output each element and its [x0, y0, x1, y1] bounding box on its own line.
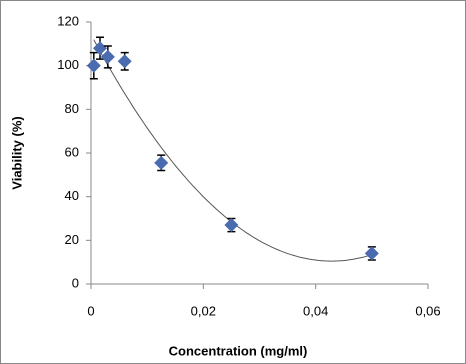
data-point — [100, 49, 115, 64]
x-tick-label: 0,04 — [303, 303, 328, 318]
x-tick-label: 0,02 — [191, 303, 216, 318]
y-tick-label: 60 — [65, 144, 79, 159]
x-axis-label: Concentration (mg/ml) — [169, 343, 308, 358]
data-point — [117, 54, 132, 69]
y-tick-label: 40 — [65, 188, 79, 203]
x-tick-label: 0 — [87, 303, 94, 318]
data-point — [364, 246, 379, 261]
y-tick-label: 100 — [57, 57, 79, 72]
y-axis-label: Viability (%) — [9, 116, 24, 189]
x-tick-label: 0,06 — [415, 303, 440, 318]
y-tick-label: 120 — [57, 13, 79, 28]
data-point — [92, 41, 107, 56]
data-point — [224, 218, 239, 233]
y-tick-label: 0 — [72, 275, 79, 290]
y-tick-label: 80 — [65, 101, 79, 116]
y-tick-label: 20 — [65, 232, 79, 247]
data-point — [86, 58, 101, 73]
data-point — [154, 155, 169, 170]
